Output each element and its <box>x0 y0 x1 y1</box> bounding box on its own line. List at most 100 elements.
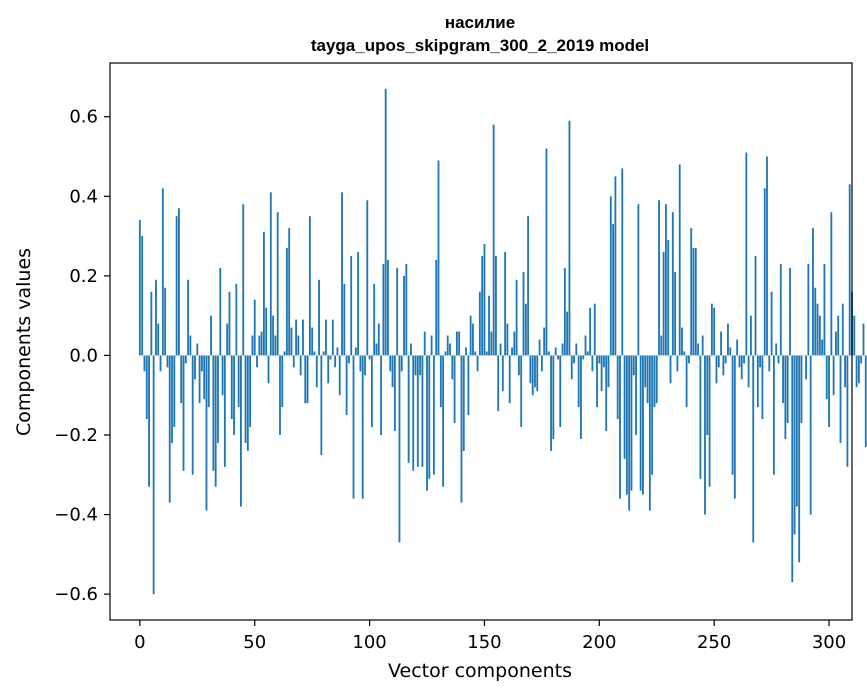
bar-285 <box>793 355 796 535</box>
bar-237 <box>683 351 686 356</box>
bar-293 <box>812 228 814 356</box>
bar-16 <box>175 216 178 356</box>
bar-186 <box>566 311 569 356</box>
bar-256 <box>727 323 729 356</box>
bar-171 <box>531 355 534 396</box>
bar-149 <box>481 255 484 356</box>
bar-125 <box>426 355 428 491</box>
bar-249 <box>710 303 713 356</box>
bar-71 <box>302 319 304 356</box>
bar-91 <box>347 355 350 364</box>
bar-112 <box>396 267 399 356</box>
x-tick-label: 300 <box>812 632 846 653</box>
bar-79 <box>320 355 323 455</box>
bar-187 <box>568 120 571 356</box>
bar-262 <box>740 355 743 380</box>
bar-253 <box>720 331 722 356</box>
bar-202 <box>602 355 605 368</box>
x-tick-label: 200 <box>582 632 616 653</box>
bar-108 <box>387 259 389 356</box>
bar-273 <box>766 156 768 356</box>
bar-117 <box>407 355 410 463</box>
bar-20 <box>184 355 187 364</box>
bar-99 <box>366 200 369 356</box>
bar-169 <box>527 216 530 356</box>
bar-295 <box>816 303 819 356</box>
y-axis: −0.6 −0.4 −0.2 0.0 0.2 0.4 0.6 <box>54 107 110 605</box>
bar-146 <box>474 351 477 356</box>
bar-30 <box>207 355 210 408</box>
bar-242 <box>694 248 697 356</box>
bar-61 <box>279 355 281 435</box>
bar-15 <box>173 355 176 428</box>
bar-81 <box>325 319 327 356</box>
bar-67 <box>292 355 295 368</box>
bar-136 <box>451 355 454 380</box>
bar-304 <box>837 315 840 356</box>
bar-142 <box>465 347 467 356</box>
bar-104 <box>377 323 380 356</box>
bar-266 <box>750 315 752 356</box>
bar-26 <box>198 355 201 404</box>
bar-10 <box>161 188 164 356</box>
bar-217 <box>637 204 640 356</box>
bar-191 <box>577 355 580 408</box>
bar-307 <box>844 355 847 388</box>
bar-276 <box>772 355 775 475</box>
bar-49 <box>251 335 254 356</box>
bar-306 <box>841 303 844 356</box>
bar-194 <box>584 335 587 356</box>
bar-51 <box>256 355 258 368</box>
bar-236 <box>681 327 683 356</box>
bar-122 <box>419 355 422 376</box>
bar-41 <box>233 355 235 435</box>
chart-subtitle: tayga_upos_skipgram_300_2_2019 model <box>311 36 649 55</box>
bar-294 <box>814 287 817 356</box>
bar-231 <box>669 355 672 384</box>
bar-189 <box>573 355 575 364</box>
bar-90 <box>345 355 348 416</box>
bar-35 <box>219 267 222 356</box>
bar-161 <box>508 355 511 404</box>
bar-107 <box>384 88 387 356</box>
bar-54 <box>262 232 265 356</box>
bar-219 <box>642 355 644 495</box>
bar-192 <box>580 355 582 439</box>
bar-27 <box>200 355 203 372</box>
bar-239 <box>687 355 690 364</box>
bar-250 <box>713 307 716 356</box>
bar-286 <box>795 355 798 507</box>
bar-207 <box>614 176 617 356</box>
bar-111 <box>393 355 396 432</box>
bar-272 <box>763 188 766 356</box>
bar-170 <box>529 355 532 384</box>
bar-118 <box>410 343 412 356</box>
bar-77 <box>315 355 318 388</box>
bar-93 <box>352 355 355 499</box>
bar-88 <box>341 192 343 356</box>
bar-212 <box>625 355 628 495</box>
bar-188 <box>570 355 573 380</box>
bar-280 <box>782 355 784 404</box>
bar-82 <box>327 355 330 384</box>
bar-252 <box>717 355 720 368</box>
bar-166 <box>520 355 523 428</box>
bar-103 <box>375 343 378 356</box>
bar-96 <box>359 355 362 372</box>
bar-76 <box>313 351 316 356</box>
bar-64 <box>285 248 288 356</box>
bar-213 <box>628 355 631 511</box>
bar-243 <box>697 343 700 356</box>
bar-233 <box>674 271 677 356</box>
bar-126 <box>428 355 431 479</box>
bar-196 <box>589 307 592 356</box>
bar-311 <box>853 315 856 356</box>
bar-114 <box>400 355 403 372</box>
bar-43 <box>237 355 240 408</box>
bar-162 <box>511 347 513 356</box>
x-axis-label: Vector components <box>388 660 572 682</box>
bar-95 <box>357 251 360 356</box>
bar-14 <box>171 355 173 443</box>
bar-13 <box>168 355 171 503</box>
bar-182 <box>557 355 559 360</box>
